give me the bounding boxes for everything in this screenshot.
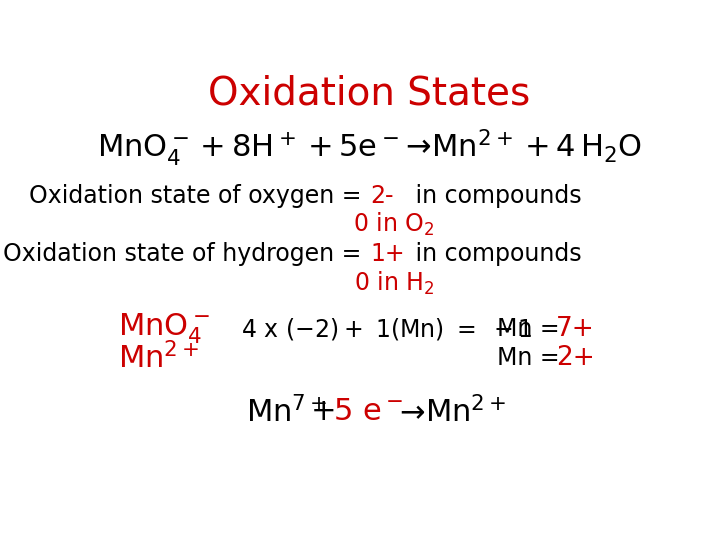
Text: $\mathrm{4\ x\ (-2)+\ 1(Mn)\ =\ -1}$: $\mathrm{4\ x\ (-2)+\ 1(Mn)\ =\ -1}$ [240,316,532,342]
Text: $\mathrm{Mn^{2+}}$: $\mathrm{Mn^{2+}}$ [118,342,199,374]
Text: in compounds: in compounds [393,184,582,208]
Text: 7+: 7+ [556,316,595,342]
Text: $\mathrm{MnO_4^-}$: $\mathrm{MnO_4^-}$ [118,312,210,346]
Text: $\mathrm{MnO_4^- + 8H^++5e^-\!\rightarrow\! Mn^{2+} + 4\,H_2O}$: $\mathrm{MnO_4^- + 8H^++5e^-\!\rightarro… [96,127,642,168]
Text: $+$: $+$ [310,397,335,427]
Text: $\mathrm{5\ e^-}$: $\mathrm{5\ e^-}$ [333,397,403,427]
Text: 2+: 2+ [556,345,595,371]
Text: Mn =: Mn = [498,346,567,370]
Text: Oxidation States: Oxidation States [208,75,530,113]
Text: $\mathrm{0\ in\ O_2}$: $\mathrm{0\ in\ O_2}$ [354,211,435,239]
Text: $\mathrm{0\ in\ H_2}$: $\mathrm{0\ in\ H_2}$ [354,269,434,296]
Text: in compounds: in compounds [393,242,582,266]
Text: 1+: 1+ [370,242,405,266]
Text: Oxidation state of hydrogen =: Oxidation state of hydrogen = [3,242,369,266]
Text: Mn =: Mn = [498,317,567,341]
Text: Oxidation state of oxygen =: Oxidation state of oxygen = [29,184,369,208]
Text: $\mathrm{Mn^{7+}}$: $\mathrm{Mn^{7+}}$ [246,396,328,428]
Text: $\mathrm{Mn^{2+}}$: $\mathrm{Mn^{2+}}$ [425,396,506,428]
Text: $\rightarrow$: $\rightarrow$ [394,397,426,427]
Text: 2-: 2- [370,184,394,208]
